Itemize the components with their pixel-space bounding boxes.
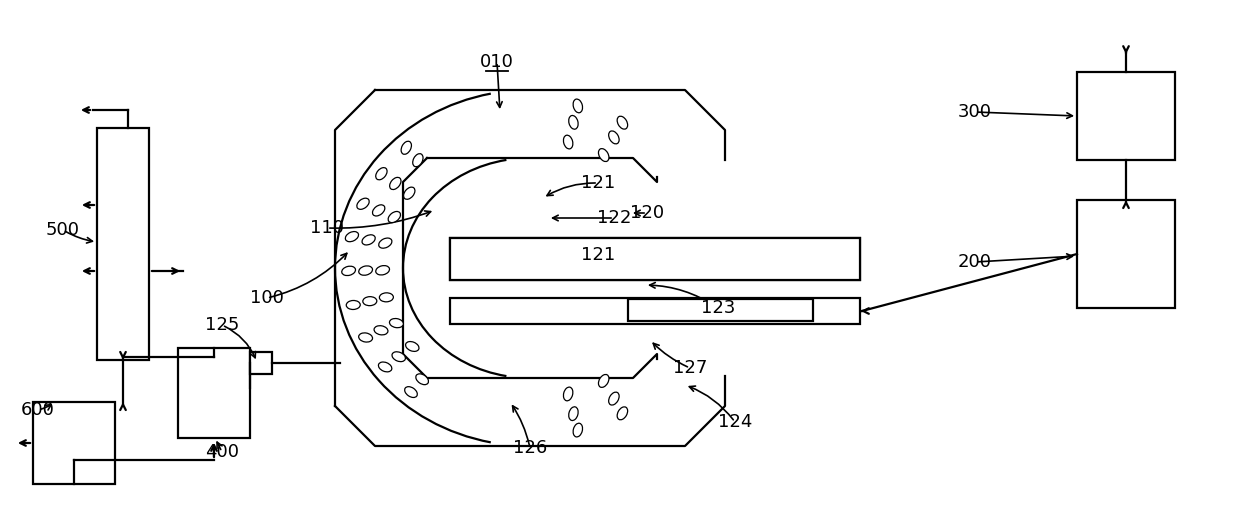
- Ellipse shape: [609, 392, 619, 405]
- Ellipse shape: [345, 232, 358, 242]
- Ellipse shape: [569, 115, 578, 129]
- Text: 300: 300: [959, 103, 992, 121]
- Polygon shape: [403, 158, 657, 378]
- Bar: [1078, 200, 1176, 308]
- Ellipse shape: [374, 325, 388, 335]
- Text: 127: 127: [673, 359, 707, 377]
- Ellipse shape: [573, 99, 583, 113]
- Bar: [1078, 72, 1176, 160]
- Text: 121: 121: [580, 174, 615, 192]
- Ellipse shape: [392, 352, 405, 362]
- Bar: [450, 298, 861, 324]
- Ellipse shape: [401, 141, 412, 154]
- Text: 122: 122: [596, 209, 631, 227]
- Text: 100: 100: [250, 289, 284, 307]
- Ellipse shape: [357, 198, 370, 209]
- Ellipse shape: [599, 149, 609, 162]
- Ellipse shape: [563, 387, 573, 401]
- Ellipse shape: [404, 387, 418, 398]
- Ellipse shape: [413, 153, 423, 167]
- Ellipse shape: [379, 293, 393, 302]
- Ellipse shape: [563, 135, 573, 149]
- Ellipse shape: [618, 116, 627, 129]
- Text: 124: 124: [718, 413, 753, 431]
- Ellipse shape: [569, 407, 578, 421]
- Ellipse shape: [346, 300, 361, 310]
- Text: 120: 120: [630, 204, 665, 222]
- Bar: [627, 299, 813, 321]
- Ellipse shape: [389, 318, 403, 328]
- Ellipse shape: [405, 341, 419, 351]
- Ellipse shape: [342, 266, 356, 276]
- Ellipse shape: [378, 238, 392, 248]
- Ellipse shape: [609, 131, 619, 144]
- Text: 400: 400: [205, 443, 239, 461]
- Ellipse shape: [376, 167, 387, 180]
- Bar: [33, 402, 115, 484]
- Text: 010: 010: [480, 53, 513, 71]
- Ellipse shape: [403, 187, 415, 199]
- Ellipse shape: [358, 266, 372, 275]
- Bar: [179, 348, 250, 438]
- Text: 126: 126: [513, 439, 547, 457]
- Bar: [250, 352, 272, 374]
- Ellipse shape: [599, 374, 609, 387]
- Ellipse shape: [378, 362, 392, 372]
- Text: 200: 200: [959, 253, 992, 271]
- Ellipse shape: [389, 177, 401, 190]
- Ellipse shape: [372, 205, 384, 216]
- Ellipse shape: [573, 423, 583, 437]
- Ellipse shape: [618, 407, 627, 420]
- Text: 125: 125: [205, 316, 239, 334]
- Ellipse shape: [388, 212, 401, 222]
- Text: 500: 500: [46, 221, 81, 239]
- Ellipse shape: [362, 235, 376, 245]
- Bar: [450, 238, 861, 280]
- Ellipse shape: [358, 333, 372, 342]
- Bar: [450, 238, 861, 280]
- Text: 121: 121: [580, 246, 615, 264]
- Bar: [97, 128, 149, 360]
- Ellipse shape: [363, 297, 377, 306]
- Polygon shape: [335, 90, 725, 446]
- Text: 600: 600: [21, 401, 55, 419]
- Text: 110: 110: [310, 219, 343, 237]
- Text: 123: 123: [701, 299, 735, 317]
- Ellipse shape: [415, 374, 429, 385]
- Ellipse shape: [376, 266, 389, 275]
